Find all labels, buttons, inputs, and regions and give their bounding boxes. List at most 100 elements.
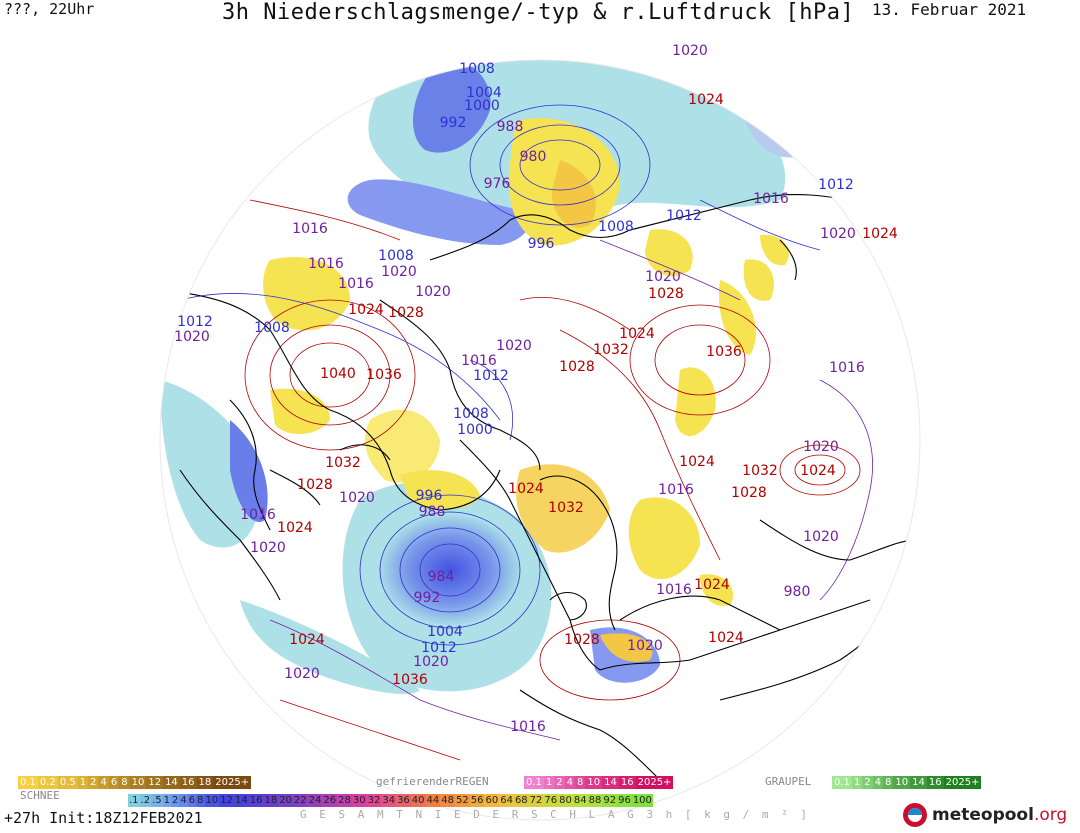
isobar-label: 1020: [496, 338, 532, 354]
isobar-label: 1020: [250, 540, 286, 556]
init-time-label: +27h Init:18Z12FEB2021: [4, 809, 203, 827]
map-border: [159, 59, 921, 821]
total-precip-legend-cell: 30: [351, 794, 367, 807]
snow-legend-cell: 0.1: [18, 776, 38, 789]
total-precip-legend-cell: 18: [263, 794, 279, 807]
total-precip-legend-cell: 92: [602, 794, 618, 807]
total-precip-legend-cell: 84: [572, 794, 588, 807]
graupel-legend-cell: 4: [872, 776, 884, 789]
freezing-rain-legend-cell: 14: [602, 776, 619, 789]
total-precip-legend-cell: 76: [543, 794, 559, 807]
isobar-label: 1024: [277, 520, 313, 536]
total-precip-legend-cell: 8: [196, 794, 205, 807]
isobar-label: 1024: [862, 226, 898, 242]
total-precip-legend-cell: 6: [187, 794, 197, 807]
graupel-legend-cell: 16: [926, 776, 944, 789]
total-precip-legend-cell: 100: [631, 794, 653, 807]
isobar-label: 1008: [598, 219, 634, 235]
isobar-label: 1004: [466, 85, 502, 101]
isobar-label: 1028: [297, 477, 333, 493]
snow-legend-cell: 8: [119, 776, 130, 789]
graupel-legend-cell: 1: [851, 776, 863, 789]
isobar-layer: [179, 104, 873, 761]
freezing-rain-legend-cell: 0.1: [524, 776, 544, 789]
isobar-label: 1020: [284, 666, 320, 682]
isobar-label: 1016: [292, 221, 328, 237]
total-precip-legend-cell: .5: [151, 794, 163, 807]
snow-legend-cell: 18: [196, 776, 214, 789]
map-title: 3h Niederschlagsmenge/-typ & r.Luftdruck…: [222, 0, 855, 25]
graupel-legend-cell: 0.1: [832, 776, 852, 789]
isobar-label: 1028: [388, 305, 424, 321]
isobar-label: 1024: [289, 632, 325, 648]
total-precip-legend-cell: 20: [278, 794, 293, 807]
isobar-label: 1016: [308, 256, 344, 272]
isobar-label: 1012: [421, 640, 457, 656]
meteopool-logo-icon: [903, 803, 927, 827]
isobar-label: 992: [414, 590, 441, 606]
isobar-label: 1020: [381, 264, 417, 280]
isobar-label: 1016: [753, 191, 789, 207]
freezing-rain-legend-title: gefrierenderREGEN: [376, 775, 489, 788]
isobar-label: 992: [440, 115, 467, 131]
isobar-label: 1016: [461, 353, 497, 369]
freezing-rain-legend-cell: 1: [543, 776, 555, 789]
total-precip-legend-cell: 28: [337, 794, 352, 807]
isobar-label: 1028: [564, 632, 600, 648]
total-precip-legend-cell: 16: [248, 794, 264, 807]
total-precip-legend-cell: 64: [499, 794, 514, 807]
snow-legend-title: SCHNEE: [20, 789, 60, 802]
total-precip-legend-cell: 32: [366, 794, 382, 807]
isobar-label: 1024: [688, 92, 724, 108]
isobar-label: 1020: [820, 226, 856, 242]
isobar-label: 1012: [666, 208, 702, 224]
total-precip-legend-cell: 24: [307, 794, 323, 807]
total-precip-legend-cell: 36: [396, 794, 411, 807]
isobar-label: 1036: [706, 344, 742, 360]
total-precip-legend-cell: 10: [204, 794, 220, 807]
isobar-label: 996: [416, 488, 443, 504]
snow-legend-cell: 6: [108, 776, 120, 789]
isobar-label: 1008: [378, 248, 414, 264]
graupel-legend-cell: 8: [883, 776, 894, 789]
isobar-label: 1024: [619, 326, 655, 342]
graupel-legend-title: GRAUPEL: [765, 775, 812, 788]
total-precip-legend-cell: 12: [219, 794, 234, 807]
isobar-label: 984: [428, 569, 455, 585]
isobar-label: 1008: [453, 406, 489, 422]
isobar-label: 1016: [829, 360, 865, 376]
isobar-label: 1028: [648, 286, 684, 302]
snow-legend-cell: 10: [129, 776, 147, 789]
total-precip-legend-cell: 4: [179, 794, 188, 807]
freezing-rain-legend-cell: 8: [575, 776, 586, 789]
total-precip-legend-cell: 72: [528, 794, 544, 807]
isobar-label: 1004: [427, 624, 463, 640]
snow-legend-cell: 12: [146, 776, 164, 789]
isobar-label: 1016: [240, 507, 276, 523]
isobar-label: 976: [484, 176, 511, 192]
freezing-rain-legend-cell: 16: [618, 776, 636, 789]
isobar-label: 1032: [742, 463, 778, 479]
snow-legend-cell: 16: [179, 776, 197, 789]
total-precip-legend-cell: 80: [558, 794, 573, 807]
isobar-label: 1020: [413, 654, 449, 670]
snow-legend-cell: 2: [88, 776, 99, 789]
total-precip-legend-cell: 60: [484, 794, 500, 807]
total-precip-legend-cell: .1: [128, 794, 140, 807]
total-precip-legend-cell: 2: [171, 794, 180, 807]
isobar-label: 1032: [325, 455, 361, 471]
isobar-label: 1032: [593, 342, 629, 358]
total-precip-legend-cell: 1: [162, 794, 172, 807]
total-precip-legend-cell: 22: [292, 794, 308, 807]
freezing-rain-legend-cell: 10: [585, 776, 603, 789]
isobar-label: 1024: [679, 454, 715, 470]
isobar-label: 1012: [177, 314, 213, 330]
snow-legend-cell: 0.2: [37, 776, 58, 789]
isobar-label: 1024: [800, 463, 836, 479]
isobar-label: 1012: [818, 177, 854, 193]
total-precip-legend-cell: 52: [455, 794, 470, 807]
graupel-legend-cell: 10: [893, 776, 911, 789]
isobar-label: 1016: [656, 582, 692, 598]
brand-logo[interactable]: meteopool.org: [902, 802, 1067, 828]
